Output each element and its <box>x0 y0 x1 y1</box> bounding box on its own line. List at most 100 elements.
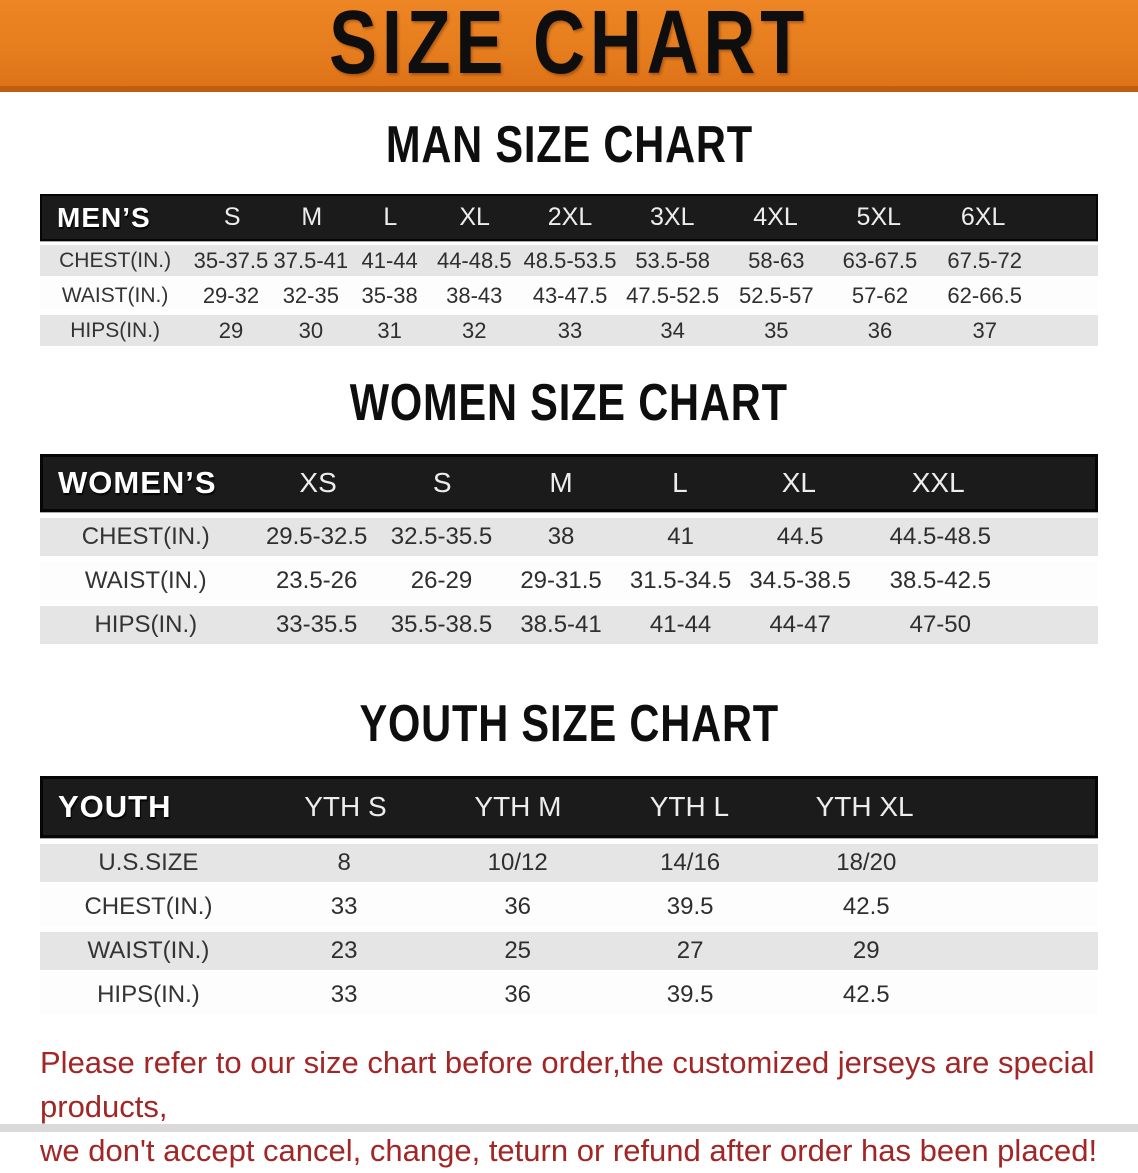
cell-value: 31.5-34.5 <box>629 567 732 594</box>
cell-value: 39.5 <box>666 981 714 1008</box>
table-row: WAIST(IN.) 23.5-26 26-29 29-31.5 31.5-34.5 34… <box>40 562 1098 600</box>
cell-value: 29-31.5 <box>520 567 602 594</box>
column-header: YTH XL <box>815 791 914 822</box>
cell-value: 41-44 <box>649 611 712 638</box>
cell-value: 38.5-42.5 <box>889 567 992 594</box>
row-label: HIPS(IN.) <box>97 981 200 1008</box>
row-label: HIPS(IN.) <box>94 611 198 638</box>
cell-value: 42.5 <box>842 893 890 920</box>
row-label: CHEST(IN.) <box>59 248 172 272</box>
table-row: CHEST(IN.) 29.5-32.5 32.5-35.5 38 41 44.5 44.5… <box>40 518 1098 556</box>
table-row: HIPS(IN.) 33 36 39.5 42.5 <box>40 976 1098 1014</box>
men-heading-text: MAN SIZE CHART <box>385 116 753 174</box>
cell-value: 37.5-41 <box>273 247 349 273</box>
cell-value: 29.5-32.5 <box>265 523 368 550</box>
column-header: YTH S <box>304 791 387 822</box>
cell-value: 47.5-52.5 <box>626 282 720 308</box>
cell-value: 43-47.5 <box>532 282 608 308</box>
cell-value: 39.5 <box>666 893 714 920</box>
cell-value: 44.5-48.5 <box>889 523 992 550</box>
cell-value: 32 <box>462 317 487 343</box>
column-header: YTH L <box>649 791 730 822</box>
cell-value: 35-38 <box>361 282 418 308</box>
row-label: WAIST(IN.) <box>84 567 207 594</box>
cell-value: 35.5-38.5 <box>390 611 493 638</box>
youth-size-table: YOUTH YTH S YTH M YTH L YTH XL U.S.SIZE 8 10/12… <box>40 776 1098 1014</box>
cell-value: 58-63 <box>748 247 805 273</box>
cell-value: 32-35 <box>282 282 339 308</box>
row-label: U.S.SIZE <box>98 849 199 876</box>
cell-value: 29-32 <box>202 282 260 308</box>
men-table-header: MEN’S S M L XL 2XL 3XL 4XL 5XL 6XL <box>40 194 1098 241</box>
men-table-corner-label: MEN’S <box>57 201 151 233</box>
youth-table-header: YOUTH YTH S YTH M YTH L YTH XL <box>40 776 1098 838</box>
cell-value: 44-47 <box>769 611 831 638</box>
cell-value: 27 <box>676 937 704 964</box>
cell-value: 8 <box>337 849 351 876</box>
table-row: HIPS(IN.) 33-35.5 35.5-38.5 38.5-41 41-44 44-… <box>40 606 1098 644</box>
cell-value: 63-67.5 <box>842 247 918 273</box>
cell-value: 41 <box>667 523 694 550</box>
table-row: CHEST(IN.) 35-37.5 37.5-41 41-44 44-48.5 48.5… <box>40 245 1098 276</box>
column-header: 3XL <box>649 203 695 231</box>
cell-value: 23 <box>330 937 358 964</box>
table-row: WAIST(IN.) 29-32 32-35 35-38 38-43 43-47.5 47.… <box>40 280 1098 311</box>
cell-value: 14/16 <box>660 849 721 876</box>
cell-value: 42.5 <box>842 981 890 1008</box>
cell-value: 31 <box>377 317 402 343</box>
women-table-corner-label: WOMEN’S <box>58 465 217 500</box>
cell-value: 41-44 <box>361 247 418 273</box>
column-header: M <box>301 203 323 231</box>
cell-value: 33 <box>330 893 358 920</box>
cell-value: 36 <box>867 317 893 343</box>
column-header: 6XL <box>960 203 1006 231</box>
cell-value: 38-43 <box>446 282 503 308</box>
row-label: HIPS(IN.) <box>70 318 161 342</box>
youth-section-heading: YOUTH SIZE CHART <box>0 644 1138 776</box>
cell-value: 33 <box>557 317 583 343</box>
row-label: WAIST(IN.) <box>61 283 169 307</box>
cell-value: 53.5-58 <box>635 247 710 273</box>
cell-value: 23.5-26 <box>275 567 358 594</box>
row-label: CHEST(IN.) <box>84 893 213 920</box>
cell-value: 36 <box>504 981 532 1008</box>
bottom-edge-strip <box>0 1124 1138 1132</box>
cell-value: 18/20 <box>836 849 897 876</box>
cell-value: 38.5-41 <box>520 611 602 638</box>
cell-value: 47-50 <box>909 611 971 638</box>
column-header: S <box>223 203 241 231</box>
column-header: XL <box>781 467 816 498</box>
row-label: CHEST(IN.) <box>81 523 210 550</box>
column-header: L <box>383 203 398 231</box>
cell-value: 34 <box>660 317 685 343</box>
banner-title: SIZE CHART <box>329 0 809 93</box>
women-section-heading: WOMEN SIZE CHART <box>0 346 1138 454</box>
column-header: XS <box>299 467 337 498</box>
cell-value: 57-62 <box>851 282 909 308</box>
cell-value: 25 <box>504 937 532 964</box>
cell-value: 38 <box>547 523 575 550</box>
column-header: 4XL <box>753 203 798 231</box>
order-disclaimer: Please refer to our size chart before or… <box>40 1041 1138 1173</box>
column-header: S <box>432 467 452 498</box>
disclaimer-line-2: we don't accept cancel, change, teturn o… <box>40 1133 1098 1168</box>
cell-value: 34.5-38.5 <box>749 567 851 594</box>
cell-value: 52.5-57 <box>738 282 814 308</box>
table-row: CHEST(IN.) 33 36 39.5 42.5 <box>40 888 1098 926</box>
column-header: L <box>672 467 688 498</box>
youth-table-corner-label: YOUTH <box>58 789 172 824</box>
cell-value: 33-35.5 <box>275 611 358 638</box>
cell-value: 32.5-35.5 <box>390 523 493 550</box>
column-header: XXL <box>911 467 965 498</box>
women-size-table: WOMEN’S XS S M L XL XXL CHEST(IN.) 29.5-32.5 32.5… <box>40 454 1098 644</box>
cell-value: 62-66.5 <box>947 282 1023 308</box>
women-heading-text: WOMEN SIZE CHART <box>349 374 789 432</box>
men-size-table: MEN’S S M L XL 2XL 3XL 4XL 5XL 6XL CHEST(IN.) 35-37… <box>40 194 1098 346</box>
column-header: YTH M <box>474 791 562 822</box>
row-label: WAIST(IN.) <box>87 937 210 964</box>
column-header: 2XL <box>547 203 593 231</box>
cell-value: 37 <box>972 317 997 343</box>
cell-value: 35 <box>764 317 789 343</box>
youth-size-section: YOUTH SIZE CHART YOUTH YTH S YTH M YTH L YTH… <box>0 644 1138 1014</box>
cell-value: 26-29 <box>410 567 473 594</box>
